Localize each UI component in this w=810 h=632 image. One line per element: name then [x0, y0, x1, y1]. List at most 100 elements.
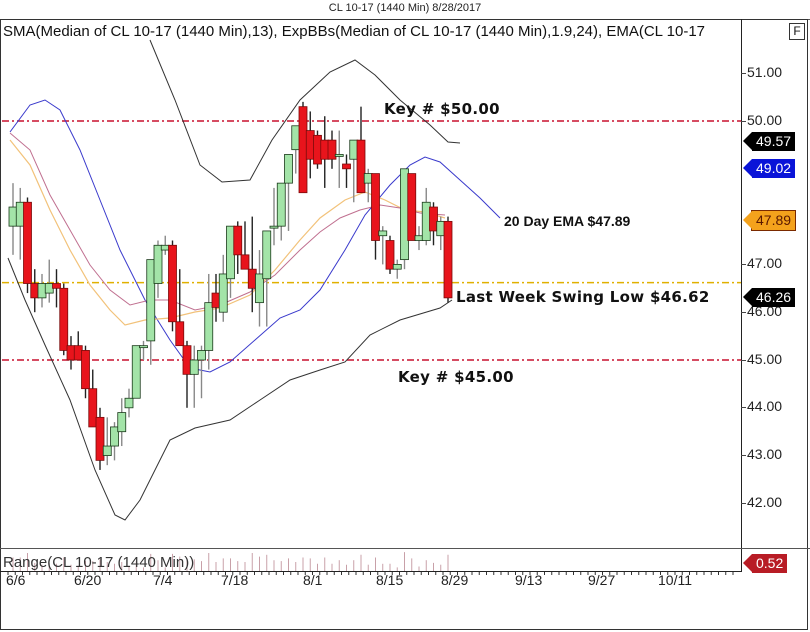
date-label: 8/1	[303, 572, 323, 588]
candle-up	[117, 412, 127, 433]
chart-frame	[0, 19, 808, 630]
candle-up	[160, 244, 170, 251]
sma-value-tag: 49.02	[742, 159, 796, 178]
key-50-annotation: Key # $50.00	[384, 100, 500, 118]
candle-down	[168, 244, 177, 323]
candle-up	[110, 426, 119, 447]
candle-down	[52, 283, 61, 289]
price-label: 42.00	[747, 494, 783, 510]
candle-down	[73, 345, 83, 361]
candle-up	[102, 445, 112, 457]
date-label: 10/11	[658, 572, 692, 588]
date-label: 8/15	[376, 572, 404, 588]
price-tick	[741, 407, 746, 408]
candle-up	[15, 201, 25, 227]
candle-up	[139, 345, 148, 349]
candle-up	[197, 350, 206, 361]
candle-up	[124, 397, 134, 409]
price-tick	[741, 503, 746, 504]
price-label: 43.00	[747, 446, 783, 462]
candle-down	[240, 254, 250, 270]
candle-down	[443, 220, 453, 299]
candle-down	[233, 225, 243, 256]
price-tick	[741, 264, 746, 265]
price-tick	[741, 121, 746, 122]
ema-value-tag: 47.89	[742, 210, 797, 231]
candle-down	[356, 139, 366, 194]
candle-down	[385, 240, 395, 270]
price-tick	[741, 360, 746, 361]
candle-up	[436, 220, 446, 237]
candle-down	[81, 350, 90, 390]
candle-up	[363, 173, 373, 184]
date-label: 7/4	[153, 572, 173, 588]
candle-up	[349, 139, 359, 160]
price-tick	[741, 455, 746, 456]
date-label: 6/20	[74, 572, 102, 588]
candle-up	[153, 244, 163, 284]
candle-down	[429, 206, 438, 232]
price-label: 51.00	[747, 64, 783, 80]
candle-down	[23, 201, 32, 284]
candle-up	[255, 273, 264, 304]
candle-down	[371, 173, 380, 241]
candle-up	[276, 182, 286, 227]
range-value-tag: 0.52	[742, 554, 788, 573]
subpanel-separator	[0, 548, 810, 549]
candle-up	[284, 154, 293, 184]
candle-up	[414, 235, 424, 241]
date-label: 6/6	[6, 572, 26, 588]
key-45-annotation: Key # $45.00	[398, 368, 514, 386]
candle-up	[189, 359, 199, 375]
candle-down	[247, 268, 257, 289]
candle-down	[305, 130, 315, 160]
upper-band-value-tag: 49.57	[742, 132, 796, 151]
candle-up	[421, 201, 431, 241]
range-indicator-label: Range(CL 10-17 (1440 Min))	[3, 554, 195, 571]
candle-down	[175, 321, 185, 347]
price-axis-divider	[741, 19, 742, 572]
candle-up	[291, 125, 301, 151]
date-label: 9/27	[588, 572, 616, 588]
candle-down	[342, 163, 351, 170]
ema-annotation: 20 Day EMA $47.89	[504, 213, 631, 229]
date-label: 9/13	[515, 572, 543, 588]
candle-up	[262, 230, 272, 280]
candle-up	[400, 168, 409, 261]
candle-up	[378, 230, 388, 237]
window-title: CL 10-17 (1440 Min) 8/28/2017	[328, 2, 482, 14]
candle-down	[59, 287, 69, 351]
price-label: 50.00	[747, 112, 783, 128]
candle-up	[131, 345, 141, 399]
swing-low-annotation: Last Week Swing Low $46.62	[456, 288, 710, 306]
candle-up	[226, 225, 235, 280]
format-button[interactable]: F	[789, 23, 805, 40]
candle-down	[95, 416, 105, 461]
candle-up	[334, 154, 344, 157]
candle-up	[146, 259, 156, 342]
candle-up	[204, 302, 214, 351]
candle-down	[88, 388, 98, 428]
candle-up	[269, 225, 279, 229]
candle-up	[44, 283, 54, 294]
candle-down	[407, 173, 417, 241]
price-tick	[741, 312, 746, 313]
candle-down	[182, 345, 192, 375]
candle-up	[218, 273, 228, 313]
price-label: 44.00	[747, 398, 783, 414]
last-price-tag: 46.26	[742, 288, 796, 307]
date-axis	[0, 571, 742, 572]
price-tick	[741, 73, 746, 74]
candle-down	[211, 292, 221, 308]
candle-down	[320, 139, 330, 160]
candle-down	[298, 106, 308, 194]
candle-up	[392, 263, 402, 270]
candle-down	[66, 345, 76, 361]
candle-up	[37, 283, 47, 299]
indicator-legend: SMA(Median of CL 10-17 (1440 Min),13), E…	[3, 23, 705, 40]
candle-down	[327, 139, 337, 160]
price-label: 47.00	[747, 255, 783, 271]
candle-up	[8, 206, 18, 227]
price-label: 46.00	[747, 303, 783, 319]
